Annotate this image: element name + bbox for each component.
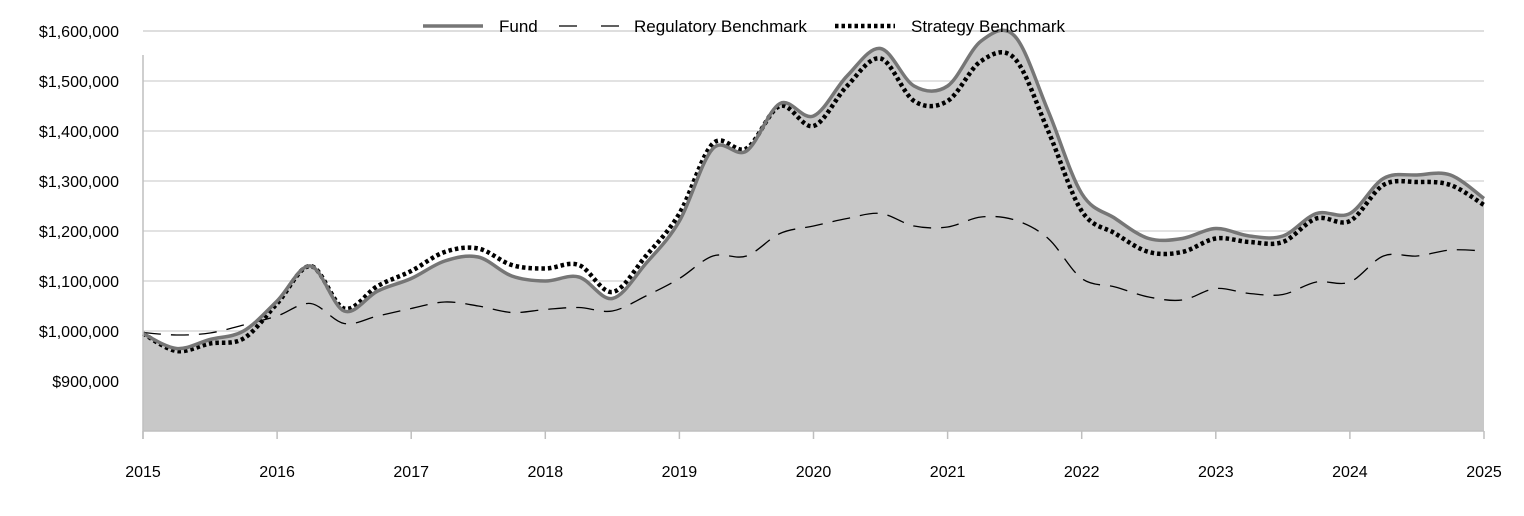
y-tick-label: $1,100,000 — [39, 274, 119, 291]
series-line-regulatory-benchmark — [142, 212, 1485, 336]
y-tick-label: $1,400,000 — [39, 124, 119, 141]
area-layer — [143, 30, 1484, 431]
y-tick-labels: $900,000 $1,000,000 $1,100,000 $1,200,000 $1… — [39, 24, 119, 391]
legend: Fund Regulatory Benchmark Strategy Bench… — [423, 17, 1066, 36]
x-tick-label: 2020 — [796, 464, 832, 481]
x-tick-labels: 2015 2016 2017 2018 2019 2020 2021 2022 2023 2024… — [125, 464, 1502, 481]
y-tick-label: $1,500,000 — [39, 74, 119, 91]
legend-label-strategy-benchmark: Strategy Benchmark — [911, 17, 1066, 36]
fund-area — [143, 30, 1484, 431]
x-tick-label: 2018 — [528, 464, 564, 481]
y-tick-label: $1,000,000 — [39, 324, 119, 341]
legend-item-strategy-benchmark: Strategy Benchmark — [835, 17, 1066, 36]
x-tick-label: 2023 — [1198, 464, 1234, 481]
legend-label-fund: Fund — [499, 17, 538, 36]
axis-layer — [142, 55, 1485, 439]
x-tick-label: 2019 — [662, 464, 698, 481]
series-line-fund — [142, 28, 1486, 351]
x-tick-label: 2021 — [930, 464, 966, 481]
legend-label-regulatory-benchmark: Regulatory Benchmark — [634, 17, 807, 36]
line-layer — [141, 28, 1486, 354]
x-tick-label: 2022 — [1064, 464, 1100, 481]
x-tick-label: 2024 — [1332, 464, 1368, 481]
y-tick-label: $1,300,000 — [39, 174, 119, 191]
legend-item-regulatory-benchmark: Regulatory Benchmark — [559, 17, 807, 36]
y-tick-label: $900,000 — [52, 374, 119, 391]
series-line-strategy-benchmark — [141, 50, 1486, 354]
x-tick-label: 2017 — [393, 464, 429, 481]
x-tick-label: 2015 — [125, 464, 161, 481]
x-tick-label: 2025 — [1466, 464, 1502, 481]
y-tick-label: $1,200,000 — [39, 224, 119, 241]
x-tick-label: 2016 — [259, 464, 295, 481]
y-tick-label: $1,600,000 — [39, 24, 119, 41]
legend-item-fund: Fund — [423, 17, 538, 36]
